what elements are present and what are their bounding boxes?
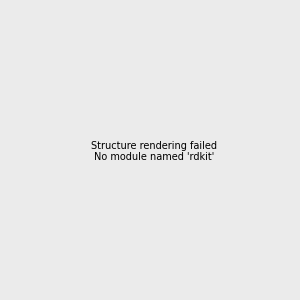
Text: Structure rendering failed
No module named 'rdkit': Structure rendering failed No module nam… — [91, 141, 217, 162]
